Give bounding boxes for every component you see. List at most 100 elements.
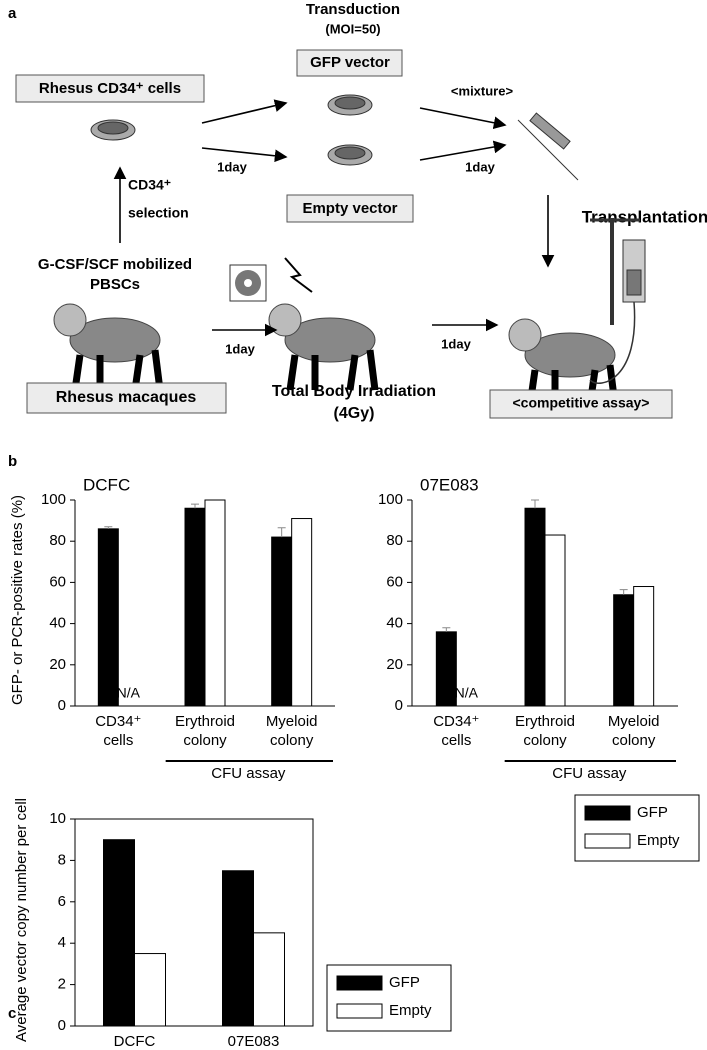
bar bbox=[204, 499, 226, 707]
y-tick-label: 80 bbox=[49, 532, 66, 549]
y-axis-label: GFP- or PCR-positive rates (%) bbox=[9, 495, 26, 705]
y-tick-label: 80 bbox=[386, 532, 403, 549]
x-tick-label: CD34⁺ cells bbox=[95, 713, 141, 749]
y-tick-label: 40 bbox=[386, 615, 403, 632]
bar bbox=[97, 528, 119, 707]
arrow bbox=[201, 147, 288, 163]
bar bbox=[253, 932, 285, 1027]
box bbox=[15, 74, 205, 103]
error-bar bbox=[104, 526, 113, 529]
syringe bbox=[517, 112, 579, 181]
y-tick-label: 2 bbox=[58, 976, 66, 993]
moi: (MOI=50) bbox=[325, 21, 380, 36]
bar bbox=[435, 631, 457, 707]
legend-swatch bbox=[584, 833, 631, 849]
panel-label: c bbox=[8, 1005, 16, 1022]
legend-label: GFP bbox=[637, 804, 668, 821]
source: PBSCs bbox=[90, 276, 140, 293]
day-label: 1day bbox=[441, 336, 471, 351]
y-tick-label: 20 bbox=[49, 656, 66, 673]
rhesus-cd34: Rhesus CD34⁺ cells bbox=[39, 80, 181, 97]
x-tick-label: Erythroid colony bbox=[515, 713, 575, 749]
bar bbox=[271, 536, 293, 707]
bar bbox=[103, 839, 135, 1027]
box bbox=[296, 49, 403, 77]
legend-swatch bbox=[336, 975, 383, 991]
group-label: CFU assay bbox=[552, 765, 627, 782]
box bbox=[489, 389, 673, 419]
y-tick-label: 100 bbox=[378, 491, 403, 508]
panel-label: b bbox=[8, 453, 17, 470]
y-tick-label: 60 bbox=[386, 573, 403, 590]
y-tick-label: 40 bbox=[49, 615, 66, 632]
error-bar bbox=[531, 499, 539, 509]
radiation-icon bbox=[229, 257, 313, 302]
y-tick-label: 60 bbox=[49, 573, 66, 590]
error-bar bbox=[442, 627, 451, 632]
irradiation: Total Body Irradiation bbox=[272, 383, 436, 400]
arrow bbox=[201, 99, 288, 124]
bar bbox=[291, 518, 313, 707]
y-tick-label: 6 bbox=[58, 893, 66, 910]
y-tick-label: 20 bbox=[386, 656, 403, 673]
panel-label: a bbox=[8, 5, 17, 22]
box bbox=[286, 194, 414, 223]
selection: CD34⁺ bbox=[128, 177, 171, 193]
macaques: Rhesus macaques bbox=[56, 389, 197, 406]
transduction: Transduction bbox=[306, 1, 400, 18]
na-label: N/A bbox=[117, 685, 141, 701]
bar bbox=[524, 507, 546, 707]
y-tick-label: 10 bbox=[49, 810, 66, 827]
legend-label: Empty bbox=[389, 1002, 432, 1019]
dishes bbox=[90, 94, 373, 166]
error-bar bbox=[619, 589, 628, 595]
axis bbox=[74, 818, 314, 1027]
legend-swatch bbox=[584, 805, 631, 821]
bar bbox=[613, 594, 635, 707]
transplantation: Transplantation bbox=[582, 207, 707, 226]
box bbox=[26, 382, 227, 414]
bar bbox=[222, 870, 254, 1027]
y-tick-label: 100 bbox=[41, 491, 66, 508]
x-tick-label: Erythroid colony bbox=[175, 713, 235, 749]
iv-stand bbox=[589, 218, 646, 384]
y-tick-label: 0 bbox=[395, 697, 403, 714]
bar bbox=[184, 507, 206, 707]
chart-title: 07E083 bbox=[420, 475, 479, 494]
axis bbox=[74, 500, 335, 707]
chart-title: DCFC bbox=[83, 475, 130, 494]
day-label: 1day bbox=[217, 159, 247, 174]
assay: <competitive assay> bbox=[513, 395, 650, 411]
x-tick-label: Myeloid colony bbox=[608, 713, 660, 749]
group-label: CFU assay bbox=[211, 765, 286, 782]
legend-label: GFP bbox=[389, 974, 420, 991]
arrow bbox=[419, 107, 507, 130]
empty-vector: Empty vector bbox=[302, 200, 397, 217]
y-tick-label: 0 bbox=[58, 1017, 66, 1034]
legend-label: Empty bbox=[637, 832, 680, 849]
x-tick-label: DCFC bbox=[114, 1033, 156, 1050]
y-tick-label: 0 bbox=[58, 697, 66, 714]
y-tick-label: 8 bbox=[58, 851, 66, 868]
bar bbox=[134, 953, 166, 1027]
monkeys bbox=[53, 303, 619, 406]
selection: selection bbox=[128, 205, 189, 221]
day-label: 1day bbox=[465, 159, 495, 174]
legend-swatch bbox=[336, 1003, 383, 1019]
gfp-vector: GFP vector bbox=[310, 54, 390, 71]
error-bar bbox=[277, 527, 286, 538]
y-tick-label: 4 bbox=[58, 934, 66, 951]
error-bar bbox=[191, 503, 199, 509]
na-label: N/A bbox=[455, 685, 479, 701]
diagram: a Transduction (MOI=50) GFP vector Rhesu… bbox=[8, 1, 707, 422]
mixture: <mixture> bbox=[451, 83, 514, 98]
x-tick-label: CD34⁺ cells bbox=[433, 713, 479, 749]
day-label: 1day bbox=[225, 341, 255, 356]
x-tick-label: 07E083 bbox=[228, 1033, 280, 1050]
y-axis-label: Average vector copy number per cell bbox=[13, 798, 30, 1042]
axis bbox=[411, 500, 678, 707]
bar bbox=[544, 534, 566, 707]
irradiation: (4Gy) bbox=[334, 405, 375, 422]
arrow bbox=[419, 140, 507, 161]
